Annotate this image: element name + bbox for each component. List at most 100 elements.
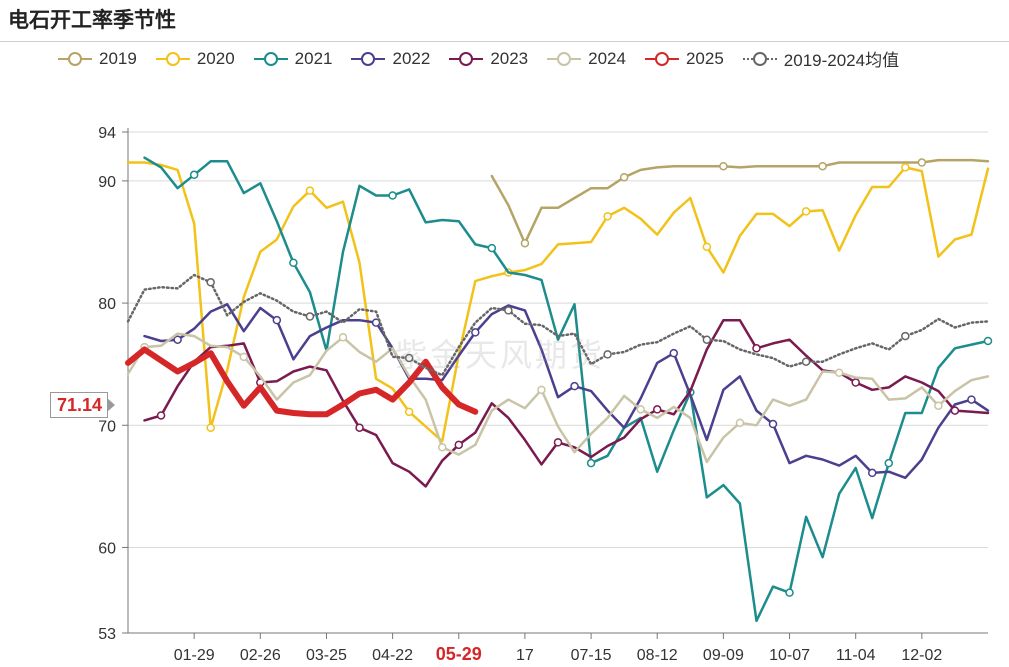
y-tick-label: 70 bbox=[98, 418, 116, 435]
series-line-2020 bbox=[126, 161, 990, 443]
x-tick-label: 17 bbox=[516, 647, 534, 664]
series-marker-2022 bbox=[471, 328, 480, 337]
legend-label: 2024 bbox=[588, 48, 626, 68]
series-marker-2024 bbox=[934, 401, 943, 410]
series-marker-2022 bbox=[768, 419, 778, 429]
legend-item-2019[interactable]: 2019 bbox=[58, 49, 137, 69]
series-marker-2023 bbox=[454, 440, 464, 450]
legend-item-2024[interactable]: 2024 bbox=[547, 49, 626, 69]
legend-swatch-icon bbox=[155, 51, 190, 66]
series-marker-2024 bbox=[636, 405, 645, 414]
series-marker-2024 bbox=[834, 368, 844, 377]
chart-title: 电石开工率季节性 bbox=[8, 8, 176, 32]
series-marker-2019-2024均值 bbox=[305, 312, 315, 321]
chart-legend: 2019 2020 2021 2022 2023 2024 2025 2019-2024均值 bbox=[58, 46, 918, 71]
legend-label: 2022 bbox=[392, 48, 431, 68]
series-marker-2022 bbox=[272, 315, 282, 325]
x-tick-label: 11-04 bbox=[836, 647, 876, 664]
series-marker-2020 bbox=[305, 186, 315, 195]
legend-swatch-icon bbox=[644, 51, 679, 66]
y-tick-label: 90 bbox=[98, 174, 116, 191]
series-marker-2022 bbox=[669, 348, 679, 358]
series-marker-2020 bbox=[206, 423, 215, 432]
x-tick-label: 03-25 bbox=[306, 647, 347, 664]
series-marker-2020 bbox=[404, 407, 414, 417]
legend-label: 2020 bbox=[196, 48, 235, 68]
series-marker-2021 bbox=[487, 243, 497, 253]
series-marker-2019-2024均值 bbox=[206, 278, 215, 287]
legend-swatch-icon bbox=[58, 51, 92, 66]
x-tick-label: 02-26 bbox=[240, 647, 281, 664]
series-marker-2022 bbox=[570, 381, 579, 391]
legend-item-2019-2024均值[interactable]: 2019-2024均值 bbox=[742, 46, 900, 71]
series-line-2019-2024均值 bbox=[126, 273, 990, 377]
title-divider bbox=[0, 41, 1009, 42]
series-marker-2021 bbox=[884, 458, 894, 468]
series-marker-2021 bbox=[388, 191, 397, 200]
legend-label: 2019-2024均值 bbox=[783, 51, 900, 70]
legend-swatch-icon bbox=[449, 51, 484, 66]
series-marker-2020 bbox=[702, 242, 712, 252]
x-tick-label: 08-12 bbox=[637, 647, 678, 664]
series-marker-2019-2024均值 bbox=[702, 335, 712, 344]
series-marker-2024 bbox=[437, 443, 447, 452]
series-marker-2021 bbox=[289, 258, 298, 267]
series-line-2019 bbox=[490, 158, 990, 245]
series-line-2023 bbox=[143, 318, 990, 488]
latest-value-callout: 71.14 bbox=[50, 392, 116, 418]
series-marker-2021 bbox=[586, 458, 596, 468]
series-marker-2019-2024均值 bbox=[603, 350, 612, 359]
x-tick-label: 07-15 bbox=[571, 647, 612, 664]
legend-label: 2019 bbox=[99, 48, 137, 68]
legend-swatch-icon bbox=[547, 51, 582, 66]
series-marker-2019-2024均值 bbox=[504, 306, 513, 315]
series-marker-2019 bbox=[917, 158, 927, 167]
series-marker-2021 bbox=[983, 336, 993, 346]
series-marker-2020 bbox=[801, 207, 811, 216]
series-marker-2024 bbox=[537, 385, 546, 395]
series-marker-2023 bbox=[652, 405, 662, 414]
series-marker-2020 bbox=[603, 212, 612, 221]
series-marker-2019-2024均值 bbox=[404, 353, 414, 363]
series-marker-2021 bbox=[785, 588, 794, 597]
series-marker-2021 bbox=[189, 170, 199, 180]
series-marker-2022 bbox=[173, 335, 182, 344]
x-tick-label: 10-07 bbox=[769, 647, 810, 664]
series-line-2021 bbox=[143, 156, 990, 623]
watermark-text: 紫金天风期货 bbox=[395, 336, 606, 374]
legend-label: 2021 bbox=[294, 48, 333, 68]
legend-label: 2023 bbox=[490, 48, 529, 68]
series-marker-2023 bbox=[950, 406, 960, 415]
legend-swatch-icon bbox=[253, 51, 288, 66]
series-marker-2022 bbox=[967, 395, 976, 404]
series-marker-2019 bbox=[520, 238, 530, 248]
legend-item-2022[interactable]: 2022 bbox=[351, 49, 430, 69]
y-tick-label: 80 bbox=[98, 296, 116, 313]
legend-label: 2025 bbox=[685, 48, 724, 68]
legend-item-2023[interactable]: 2023 bbox=[449, 49, 528, 69]
legend-item-2025[interactable]: 2025 bbox=[644, 48, 724, 69]
legend-swatch-icon bbox=[742, 51, 777, 66]
y-tick-label: 94 bbox=[98, 125, 116, 142]
legend-item-2021[interactable]: 2021 bbox=[253, 48, 333, 69]
y-tick-label: 53 bbox=[98, 626, 116, 643]
series-marker-2024 bbox=[338, 333, 348, 342]
series-marker-2019-2024均值 bbox=[801, 357, 811, 366]
series-marker-2019 bbox=[818, 161, 827, 171]
series-marker-2022 bbox=[371, 318, 381, 327]
legend-item-2020[interactable]: 2020 bbox=[155, 48, 235, 69]
legend-swatch-icon bbox=[351, 51, 386, 66]
series-line-2024 bbox=[126, 332, 990, 464]
y-tick-label: 60 bbox=[98, 540, 116, 557]
series-marker-2019-2024均值 bbox=[901, 331, 910, 341]
series-marker-2024 bbox=[239, 352, 249, 362]
x-tick-label: 01-29 bbox=[174, 647, 215, 664]
series-marker-2020 bbox=[901, 163, 910, 172]
x-tick-label: 09-09 bbox=[703, 647, 744, 664]
series-marker-2023 bbox=[156, 411, 166, 420]
series-marker-2023 bbox=[355, 423, 364, 432]
series-marker-2019 bbox=[719, 161, 728, 171]
series-line-2025 bbox=[125, 346, 479, 418]
x-tick-label: 05-29 bbox=[436, 644, 482, 664]
